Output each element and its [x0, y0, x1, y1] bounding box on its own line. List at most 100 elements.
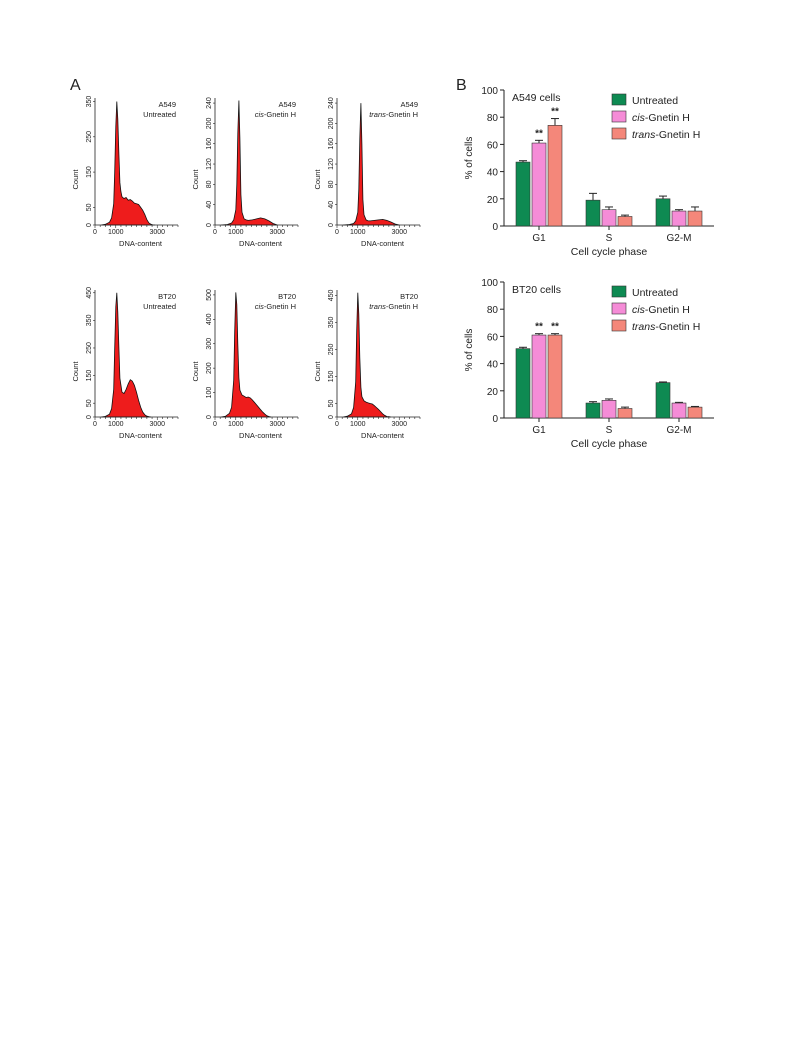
legend-label: trans-Gnetin H: [632, 321, 700, 333]
x-tick-label: S: [606, 233, 613, 244]
y-tick-label: 0: [328, 415, 335, 419]
bar: [687, 210, 703, 227]
histogram-bt20-2: 0 1000 3000 0 50 150 250 350 450 DNA-content Count…: [313, 289, 421, 440]
treatment-label: trans-Gnetin H: [369, 302, 418, 311]
y-tick-label: 250: [328, 344, 335, 356]
x-tick-label: 3000: [391, 421, 407, 428]
x-tick-label: S: [606, 425, 613, 436]
y-tick-label: 0: [86, 223, 93, 227]
legend-label: cis-Gnetin H: [632, 304, 690, 316]
y-tick-label: 150: [86, 166, 93, 178]
x-tick-label: 3000: [149, 421, 165, 428]
y-tick-label: 0: [206, 223, 213, 227]
bar: [601, 209, 617, 227]
bar: [585, 199, 601, 227]
x-tick-label: G2-M: [667, 233, 692, 244]
y-tick-label: 200: [206, 117, 213, 129]
x-tick-label: 1000: [228, 229, 244, 236]
panel-a-label: A: [70, 77, 81, 94]
legend-label: trans-Gnetin H: [632, 129, 700, 141]
x-tick-label: 3000: [269, 229, 285, 236]
legend-swatch: [611, 127, 627, 140]
y-axis-label: Count: [313, 169, 322, 190]
legend-swatch: [611, 319, 627, 332]
y-tick-label: 100: [481, 278, 498, 289]
x-tick-label: G1: [532, 425, 546, 436]
bar: [617, 216, 633, 227]
treatment-label: cis-Gnetin H: [255, 302, 296, 311]
bar: [671, 210, 687, 227]
histogram-area: [343, 292, 391, 418]
bar: [687, 406, 703, 419]
treatment-label: cis-Gnetin H: [255, 110, 296, 119]
y-axis-label: Count: [71, 361, 80, 382]
y-tick-label: 50: [86, 203, 93, 211]
bar: [671, 402, 687, 419]
flow-cytometry-histograms: 0 1000 3000 0 50 150 250 350 DNA-content Count A54…: [71, 96, 421, 440]
y-axis-label: Count: [191, 169, 200, 190]
bar: [655, 198, 671, 227]
cell-line-label: A549: [400, 100, 418, 109]
y-tick-label: 20: [487, 195, 499, 206]
histogram-bt20-0: 0 1000 3000 0 50 150 250 350 450 DNA-content Count…: [71, 287, 179, 440]
y-axis-label: % of cells: [464, 137, 475, 180]
x-tick-label: 1000: [350, 421, 366, 428]
y-axis-label: Count: [313, 361, 322, 382]
y-tick-label: 160: [328, 138, 335, 150]
legend-swatch: [611, 93, 627, 106]
cell-line-label: BT20: [400, 292, 418, 301]
y-tick-label: 50: [86, 399, 93, 407]
x-tick-label: 3000: [149, 229, 165, 236]
histogram-area: [101, 292, 152, 418]
x-tick-label: 1000: [108, 421, 124, 428]
histogram-area: [101, 101, 156, 226]
y-tick-label: 350: [86, 96, 93, 108]
chart-title: A549 cells: [512, 92, 560, 104]
cell-cycle-bar-charts: 0 20 40 60 80 100 % of cells A549 cells G1 ** ** S G…: [464, 86, 714, 450]
y-tick-label: 50: [328, 399, 335, 407]
x-tick-label: 3000: [391, 229, 407, 236]
y-tick-label: 160: [206, 138, 213, 150]
y-tick-label: 80: [487, 305, 499, 316]
y-tick-label: 200: [328, 117, 335, 129]
x-tick-label: 0: [93, 421, 97, 428]
y-tick-label: 450: [86, 287, 93, 299]
y-tick-label: 100: [481, 86, 498, 97]
y-tick-label: 0: [328, 223, 335, 227]
x-tick-label: 0: [335, 229, 339, 236]
y-tick-label: 60: [487, 140, 499, 151]
y-axis-label: Count: [191, 361, 200, 382]
x-tick-label: 1000: [108, 229, 124, 236]
y-tick-label: 200: [206, 362, 213, 374]
x-tick-label: 1000: [228, 421, 244, 428]
x-axis-label: DNA-content: [361, 239, 405, 248]
histogram-a549-2: 0 1000 3000 0 40 80 120 160 200 240 DNA-content Cou…: [313, 97, 421, 248]
y-tick-label: 0: [492, 414, 498, 425]
y-tick-label: 240: [328, 97, 335, 109]
y-tick-label: 20: [487, 387, 499, 398]
y-tick-label: 40: [206, 201, 213, 209]
treatment-label: Untreated: [143, 302, 176, 311]
x-tick-label: 0: [93, 229, 97, 236]
y-tick-label: 120: [328, 158, 335, 170]
y-tick-label: 250: [86, 342, 93, 354]
x-tick-label: 0: [213, 421, 217, 428]
histogram-area: [221, 100, 278, 226]
histogram-area: [221, 292, 272, 418]
x-tick-label: 1000: [350, 229, 366, 236]
y-tick-label: 240: [206, 97, 213, 109]
cell-line-label: A549: [278, 100, 296, 109]
bar: [585, 402, 601, 419]
y-tick-label: 40: [487, 360, 499, 371]
significance-label: **: [535, 322, 543, 333]
y-tick-label: 60: [487, 332, 499, 343]
chart-title: BT20 cells: [512, 284, 561, 296]
y-tick-label: 350: [328, 316, 335, 328]
x-axis-label: DNA-content: [239, 239, 283, 248]
panel-b-label: B: [456, 77, 467, 94]
x-tick-label: 0: [213, 229, 217, 236]
x-tick-label: 0: [335, 421, 339, 428]
x-axis-label: DNA-content: [119, 431, 163, 440]
x-axis-label: DNA-content: [239, 431, 283, 440]
